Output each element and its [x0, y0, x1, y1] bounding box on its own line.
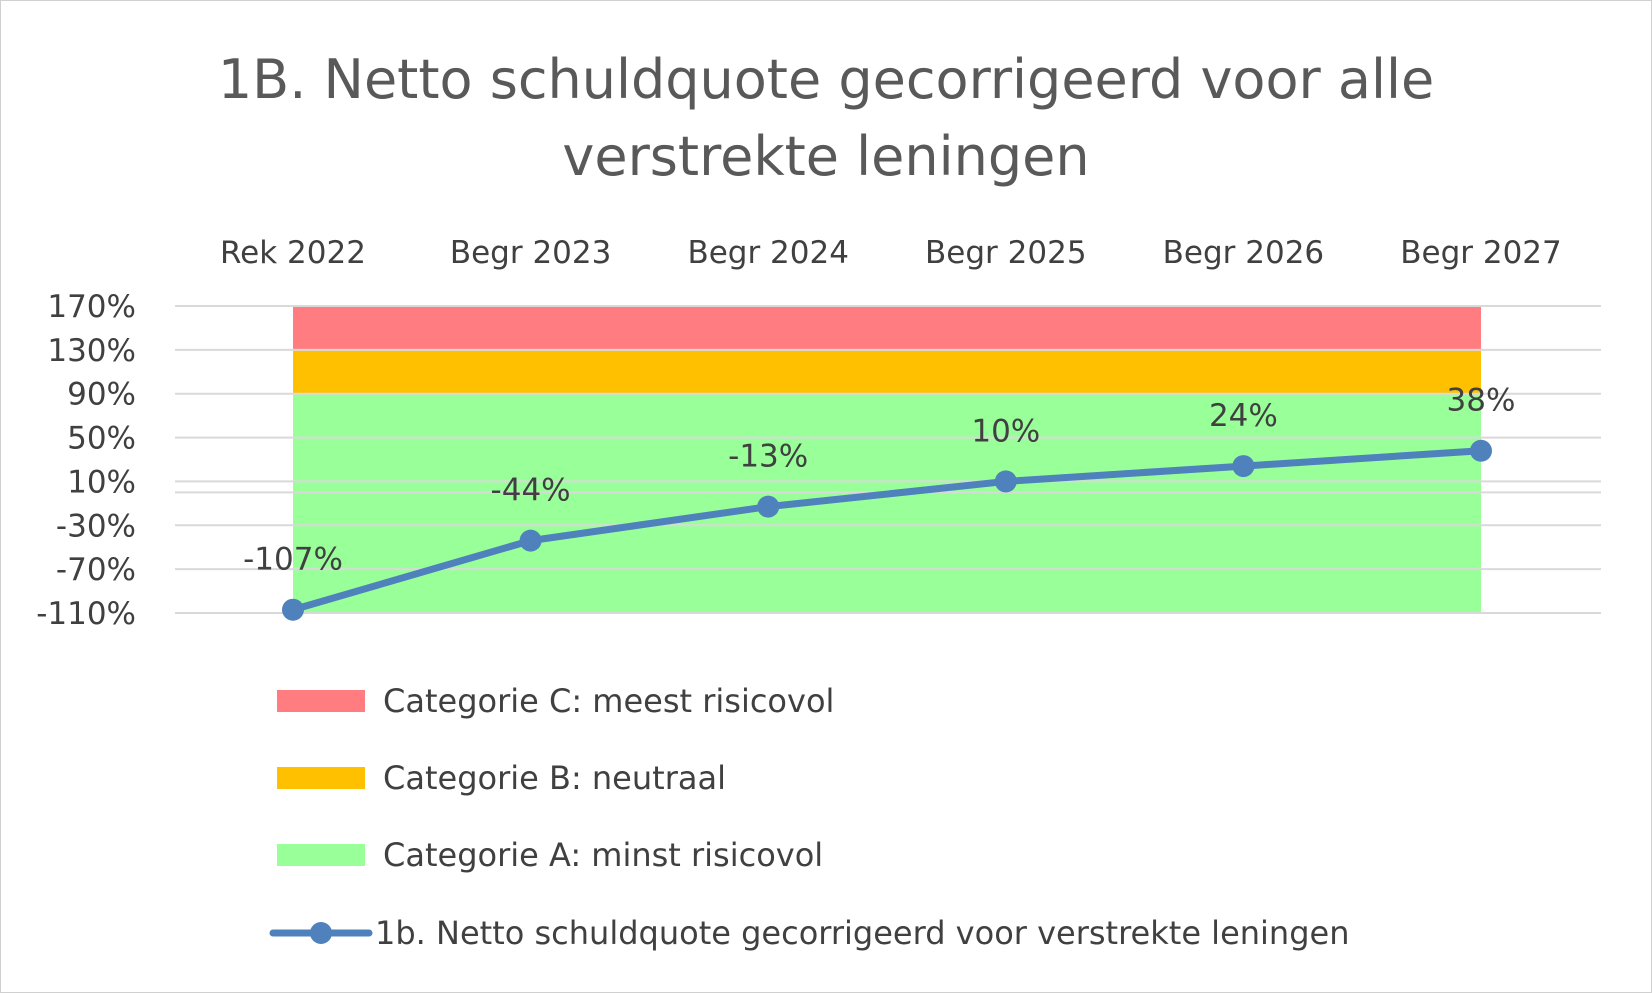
- legend: Categorie C: meest risicovol Categorie B:…: [269, 682, 1349, 952]
- legend-label-2: Categorie A: minst risicovol: [383, 836, 823, 874]
- data-point-0: [282, 598, 304, 621]
- x-tick-label-1: Begr 2023: [450, 235, 612, 271]
- x-tick-label-5: Begr 2027: [1400, 235, 1562, 271]
- x-tick-label-3: Begr 2025: [925, 235, 1087, 271]
- band-1: [293, 349, 1481, 394]
- y-tick-label-6: -70%: [56, 552, 136, 588]
- y-tick-label-7: -110%: [36, 596, 136, 632]
- data-point-3: [994, 470, 1017, 493]
- y-tick-label-3: 50%: [67, 421, 136, 457]
- y-tick-label-4: 10%: [67, 464, 136, 500]
- y-tick-label-5: -30%: [56, 508, 136, 544]
- data-label-0: -107%: [243, 542, 343, 578]
- y-tick-label-0: 170%: [47, 289, 136, 325]
- data-label-1: -44%: [491, 473, 571, 509]
- data-label-2: -13%: [728, 439, 808, 475]
- chart-title-line-1: 1B. Netto schuldquote gecorrigeerd voor …: [218, 48, 1434, 111]
- band-2: [293, 393, 1481, 613]
- x-tick-label-4: Begr 2026: [1163, 235, 1325, 271]
- legend-label-0: Categorie C: meest risicovol: [383, 682, 834, 720]
- data-point-4: [1232, 455, 1255, 478]
- legend-swatch-0: [277, 690, 365, 712]
- data-point-1: [519, 529, 542, 552]
- band-0: [293, 306, 1481, 350]
- chart-title-line-2: verstrekte leningen: [562, 125, 1089, 188]
- series-line: [289, 447, 1485, 614]
- data-point-5: [1470, 439, 1492, 462]
- x-tick-labels: Rek 2022 Begr 2023 Begr 2024 Begr 2025 Begr …: [220, 235, 1562, 271]
- data-label-4: 24%: [1209, 398, 1278, 434]
- series-layer: [282, 439, 1492, 621]
- data-label-3: 10%: [971, 413, 1040, 449]
- legend-swatch-1: [277, 767, 365, 789]
- legend-marker: [310, 922, 332, 944]
- y-tick-label-2: 90%: [67, 377, 136, 413]
- x-tick-label-2: Begr 2024: [687, 235, 849, 271]
- y-tick-label-1: 130%: [47, 333, 136, 369]
- bands-layer: [293, 306, 1481, 613]
- data-label-5: 38%: [1447, 383, 1516, 419]
- y-tick-labels: 170% 130% 90% 50% 10% -30% -70% -110%: [36, 289, 136, 632]
- legend-swatch-2: [277, 844, 365, 866]
- data-point-2: [757, 495, 780, 518]
- legend-label-3: 1b. Netto schuldquote gecorrigeerd voor …: [375, 914, 1349, 952]
- data-labels: -107% -44% -13% 10% 24% 38%: [243, 383, 1515, 578]
- x-tick-label-0: Rek 2022: [220, 235, 366, 271]
- legend-label-1: Categorie B: neutraal: [383, 759, 726, 797]
